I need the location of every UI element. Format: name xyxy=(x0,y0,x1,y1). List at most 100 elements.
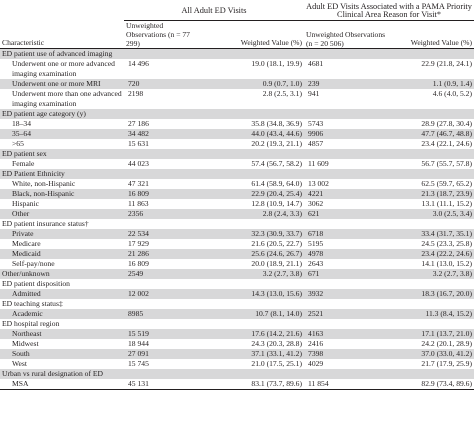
pama-unweighted-cell xyxy=(304,169,390,179)
all-unweighted-cell: 21 286 xyxy=(124,249,200,259)
pama-weighted-cell: 62.5 (59.7, 65.2) xyxy=(421,179,473,188)
table-section-row: ED teaching status‡ xyxy=(0,299,474,309)
table-row: Private 22 534 32.3 (30.9, 33.7) 6718 33.4 (… xyxy=(0,229,474,239)
pama-weighted-cell: 21.3 (18.7, 23.9) xyxy=(389,189,474,199)
table-row: Medicare 17 929 21.6 (20.5, 22.7) 5195 24.5 … xyxy=(0,239,474,249)
table-row: Other 2356 2.8 (2.4, 3.3) 621 3.0 (2.5, 3.4) xyxy=(0,209,474,219)
all-unweighted-cell: 16 809 xyxy=(128,259,149,268)
pama-unweighted-cell: 5195 xyxy=(308,239,324,248)
all-unweighted-cell: 15 745 xyxy=(128,359,149,368)
row-label: Admitted xyxy=(0,289,124,299)
all-unweighted-cell xyxy=(124,369,200,379)
pama-unweighted-cell xyxy=(304,319,389,329)
all-weighted-cell: 0.9 (0.7, 1.0) xyxy=(200,79,305,89)
table-row: Academic 8985 10.7 (8.1, 14.0) 2521 11.3 (8.… xyxy=(0,309,474,319)
all-weighted-cell: 21.0 (17.5, 25.1) xyxy=(251,359,303,368)
all-weighted-cell xyxy=(200,279,304,289)
table-section-row: ED Patient Ethnicity xyxy=(0,169,474,179)
row-label: Other xyxy=(0,209,124,219)
all-weighted-cell xyxy=(200,149,305,159)
row-label: Other/unknown xyxy=(0,269,124,279)
all-weighted-cell: 25.6 (24.6, 26.7) xyxy=(200,249,305,259)
pama-weighted-cell: 3.2 (2.7, 3.8) xyxy=(389,269,474,279)
all-unweighted-cell: 2198 xyxy=(128,89,144,98)
table-section-row: Other/unknown 2549 3.2 (2.7, 3.8) 671 3.2 (2… xyxy=(0,269,474,279)
all-unweighted-cell: 27 091 xyxy=(124,349,200,359)
pama-weighted-cell xyxy=(389,369,474,379)
row-label: MSA xyxy=(0,379,124,390)
row-label: 18–34 xyxy=(12,119,31,128)
table-row: Admitted 12 002 14.3 (13.0, 15.6) 3932 18.3 … xyxy=(0,289,474,299)
pama-unweighted-cell xyxy=(304,369,390,379)
all-weighted-cell: 2.8 (2.4, 3.3) xyxy=(200,209,305,219)
all-unweighted-cell: 17 929 xyxy=(128,239,149,248)
pama-weighted-cell xyxy=(389,299,474,309)
table-row: West 15 745 21.0 (17.5, 25.1) 4029 21.7 (17.… xyxy=(0,359,474,369)
table-row: White, non-Hispanic 47 321 61.4 (58.9, 64.… xyxy=(0,179,474,189)
all-unweighted-cell: 16 809 xyxy=(124,189,200,199)
row-label: Self-pay/none xyxy=(12,259,55,268)
all-unweighted-cell: 27 186 xyxy=(128,119,149,128)
pama-unweighted-cell: 7398 xyxy=(304,349,390,359)
all-weighted-cell xyxy=(200,219,304,229)
all-weighted-cell xyxy=(200,319,304,329)
header-left-weighted: Weighted Value (%) xyxy=(200,20,305,49)
all-unweighted-cell xyxy=(124,149,200,159)
pama-weighted-cell: 28.9 (27.8, 30.4) xyxy=(421,119,473,128)
header-left-unweighted: Unweighted Observations (n = 77 299) xyxy=(124,20,200,49)
table-section-row: Urban vs rural designation of ED xyxy=(0,369,474,379)
all-unweighted-cell: 47 321 xyxy=(128,179,149,188)
row-label: ED hospital region xyxy=(2,319,60,328)
pama-weighted-cell xyxy=(389,48,474,59)
table-body: ED patient use of advanced imaging Underw… xyxy=(0,48,474,390)
pama-unweighted-cell: 4681 xyxy=(308,59,324,68)
pama-weighted-cell xyxy=(389,169,474,179)
table-section-row: ED patient disposition xyxy=(0,279,474,289)
pama-weighted-cell: 14.1 (13.0, 15.2) xyxy=(421,259,473,268)
all-weighted-cell: 20.2 (19.3, 21.1) xyxy=(251,139,303,148)
table-section-row: ED patient sex xyxy=(0,149,474,159)
all-unweighted-cell xyxy=(124,109,200,119)
pama-unweighted-cell: 13 002 xyxy=(308,179,329,188)
all-weighted-cell xyxy=(200,109,305,119)
pama-weighted-cell xyxy=(389,319,474,329)
row-label: ED teaching status‡ xyxy=(2,299,63,308)
pama-unweighted-cell: 4029 xyxy=(308,359,324,368)
table-row: Hispanic 11 863 12.8 (10.9, 14.7) 3062 13.1 … xyxy=(0,199,474,209)
pama-weighted-cell: 13.1 (11.1, 15.2) xyxy=(421,199,473,208)
table-row: 18–34 27 186 35.8 (34.8, 36.9) 5743 28.9 (27… xyxy=(0,119,474,129)
pama-weighted-cell: 21.7 (17.9, 25.9) xyxy=(421,359,473,368)
pama-weighted-cell xyxy=(389,219,474,229)
header-group-all-visits: All Adult ED Visits xyxy=(124,0,305,21)
pama-unweighted-cell: 3932 xyxy=(304,289,390,299)
all-weighted-cell: 19.0 (18.1, 19.9) xyxy=(251,59,303,68)
table-row: Underwent one or more MRI 720 0.9 (0.7, 1.… xyxy=(0,79,474,89)
table-section-row: ED patient age category (y) xyxy=(0,109,474,119)
pama-weighted-cell: 56.7 (55.7, 57.8) xyxy=(421,159,473,168)
all-unweighted-cell xyxy=(124,48,200,59)
all-weighted-cell: 12.8 (10.9, 14.7) xyxy=(251,199,303,208)
all-weighted-cell: 14.3 (13.0, 15.6) xyxy=(200,289,305,299)
row-label: Private xyxy=(0,229,124,239)
pama-unweighted-cell: 621 xyxy=(304,209,390,219)
all-weighted-cell: 3.2 (2.7, 3.8) xyxy=(200,269,305,279)
table-section-row: ED patient use of advanced imaging xyxy=(0,48,474,59)
pama-unweighted-cell xyxy=(304,299,389,309)
pama-weighted-cell: 17.1 (13.7, 21.0) xyxy=(389,329,474,339)
all-unweighted-cell: 14 496 xyxy=(128,59,149,68)
pama-weighted-cell: 37.0 (33.0, 41.2) xyxy=(389,349,474,359)
pama-weighted-cell: 4.6 (4.0, 5.2) xyxy=(432,89,473,98)
pama-unweighted-cell: 11 609 xyxy=(308,159,329,168)
row-label: Northeast xyxy=(0,329,124,339)
pama-weighted-cell: 82.9 (73.4, 89.6) xyxy=(389,379,474,390)
pama-unweighted-cell: 11 854 xyxy=(304,379,390,390)
header-spacer xyxy=(0,0,124,21)
all-weighted-cell: 22.9 (20.4, 25.4) xyxy=(200,189,305,199)
table-row: MSA 45 131 83.1 (73.7, 89.6) 11 854 82.9 (73… xyxy=(0,379,474,390)
pama-unweighted-cell xyxy=(304,48,390,59)
all-weighted-cell xyxy=(200,48,305,59)
all-unweighted-cell xyxy=(124,299,200,309)
all-weighted-cell xyxy=(200,299,304,309)
all-unweighted-cell: 2356 xyxy=(124,209,200,219)
pama-unweighted-cell: 671 xyxy=(304,269,390,279)
